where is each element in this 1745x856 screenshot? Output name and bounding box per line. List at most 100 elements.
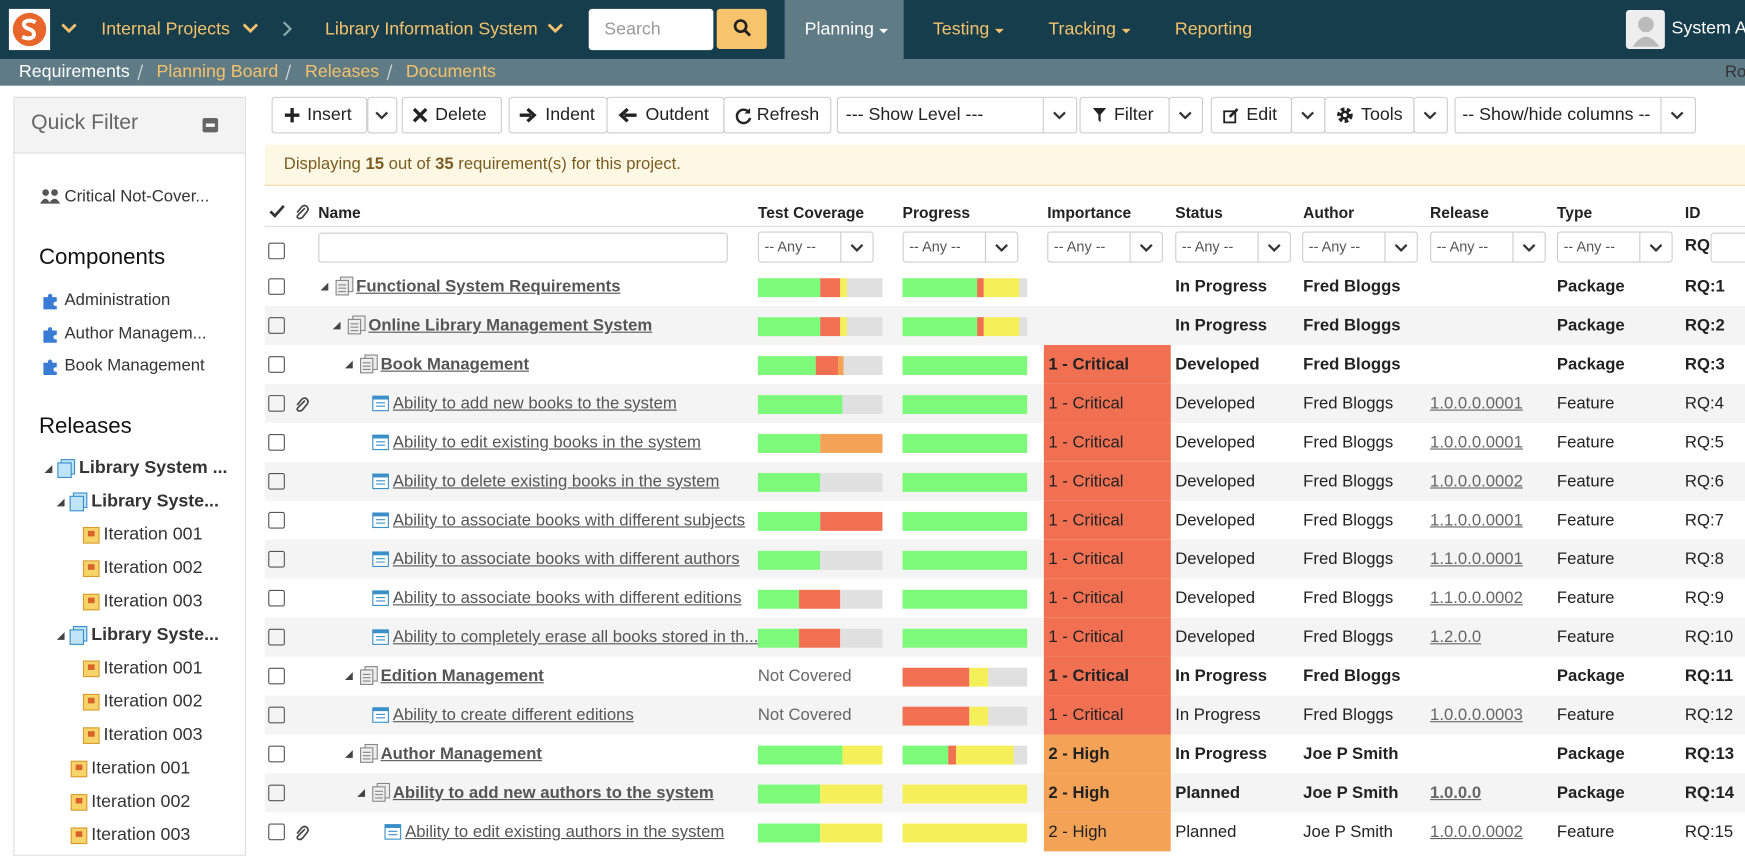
checkbox[interactable] [268,356,285,373]
logo[interactable] [9,9,50,50]
release-link[interactable]: 1.0.0.0.0003 [1430,704,1523,726]
tree-toggle[interactable] [333,322,341,330]
requirement-name[interactable]: Functional System Requirements [356,276,620,298]
release-item[interactable]: Iteration 002 [91,791,190,813]
nav-tab[interactable]: Tracking [1048,19,1116,41]
column-header[interactable]: Type [1557,201,1592,223]
breadcrumb-item[interactable]: Releases [305,61,379,83]
column-header[interactable]: Release [1430,201,1489,223]
tree-toggle[interactable] [57,632,65,640]
toolbar-label: Tools [1361,105,1403,127]
status: Developed [1175,471,1255,493]
checkbox[interactable] [268,434,285,451]
breadcrumb-item[interactable]: Documents [406,61,496,83]
checkbox[interactable] [268,243,285,260]
breadcrumb-item[interactable]: Requirements [19,61,130,83]
column-header[interactable]: Status [1175,201,1223,223]
release-item[interactable]: Library Syste... [91,624,219,646]
release-item[interactable]: Iteration 001 [91,758,190,780]
id-filter[interactable] [1710,233,1745,263]
release-item[interactable]: Iteration 003 [103,724,202,746]
tree-toggle[interactable] [345,361,353,369]
name-filter[interactable] [318,233,728,263]
importance: 1 - Critical [1048,471,1123,493]
minus [206,124,215,127]
requirement-name[interactable]: Ability to edit existing books in the sy… [393,432,701,454]
package-icon [336,277,354,296]
release-link[interactable]: 1.0.0.0.0001 [1430,393,1523,415]
nav-tab[interactable]: Reporting [1175,19,1252,41]
checkbox[interactable] [268,746,285,763]
release-item[interactable]: Iteration 002 [103,558,202,580]
checkbox[interactable] [268,668,285,685]
select-all-icon[interactable] [269,205,285,218]
tree-toggle[interactable] [345,750,353,758]
chevron-icon[interactable] [62,24,75,33]
release-item[interactable]: Library System ... [79,457,227,479]
checkbox[interactable] [268,317,285,334]
project-link[interactable]: Internal Projects [101,19,230,41]
checkbox[interactable] [268,278,285,295]
requirement-name[interactable]: Ability to create different editions [393,704,634,726]
release-item[interactable]: Iteration 002 [103,691,202,713]
checkbox[interactable] [268,707,285,724]
release-item[interactable]: Iteration 001 [103,524,202,546]
checkbox[interactable] [268,824,285,841]
nav-tab[interactable]: Planning [805,19,874,41]
requirement-name[interactable]: Ability to add new books to the system [393,393,677,415]
checkbox[interactable] [268,590,285,607]
release-item[interactable]: Iteration 003 [103,591,202,613]
checkbox[interactable] [268,473,285,490]
column-header[interactable]: Author [1303,201,1354,223]
release-link[interactable]: 1.0.0.0.0001 [1430,432,1523,454]
release-item[interactable]: Iteration 003 [91,825,190,847]
requirement-name[interactable]: Edition Management [381,666,544,688]
column-header[interactable]: Test Coverage [758,201,864,223]
release-link[interactable]: 1.2.0.0 [1430,627,1481,649]
release-link[interactable]: 1.0.0.0.0002 [1430,471,1523,493]
release-link[interactable]: 1.1.0.0.0002 [1430,588,1523,610]
type: Feature [1557,393,1615,415]
requirement-name[interactable]: Online Library Management System [368,315,652,337]
component-item[interactable]: Book Management [65,355,205,377]
component-item[interactable]: Author Managem... [65,322,207,344]
release-link[interactable]: 1.1.0.0.0001 [1430,510,1523,532]
collapse-button[interactable] [203,118,219,132]
tree-toggle[interactable] [45,465,53,473]
tree-toggle[interactable] [321,283,329,291]
release-link[interactable]: 1.1.0.0.0001 [1430,549,1523,571]
nav-tab[interactable]: Testing [933,19,989,41]
checkbox[interactable] [268,629,285,646]
product-link[interactable]: Library Information System [325,19,538,41]
breadcrumb-item[interactable]: Planning Board [156,61,278,83]
requirement-name[interactable]: Ability to associate books with differen… [393,549,740,571]
checkbox[interactable] [268,551,285,568]
requirement-name[interactable]: Ability to associate books with differen… [393,510,745,532]
release-link[interactable]: 1.0.0.0.0002 [1430,821,1523,843]
column-header[interactable]: Importance [1047,201,1131,223]
requirement-name[interactable]: Ability to delete existing books in the … [393,471,720,493]
column-header[interactable]: ID [1685,201,1701,223]
release-item[interactable]: Library Syste... [91,491,219,513]
release-item[interactable]: Iteration 001 [103,658,202,680]
checkbox[interactable] [268,785,285,802]
requirement-name[interactable]: Ability to associate books with differen… [393,588,742,610]
checkbox[interactable] [268,512,285,529]
tree-toggle[interactable] [357,789,365,797]
requirement-name[interactable]: Ability to add new authors to the system [393,782,714,804]
requirement-name[interactable]: Author Management [381,743,542,765]
chevron-icon[interactable] [549,24,562,33]
tree-toggle[interactable] [57,499,65,507]
component-item[interactable]: Administration [65,289,171,311]
column-header[interactable]: Progress [903,201,971,223]
requirement-name[interactable]: Ability to completely erase all books st… [393,627,759,649]
tree-toggle[interactable] [345,672,353,680]
saved-filter[interactable]: Critical Not-Cover... [65,186,210,208]
chevron-icon[interactable] [244,24,257,33]
checkbox[interactable] [268,395,285,412]
requirement-name[interactable]: Book Management [381,354,529,376]
user-name[interactable]: System Ad [1672,18,1745,40]
release-link[interactable]: 1.0.0.0 [1430,782,1481,804]
requirement-name[interactable]: Ability to edit existing authors in the … [405,821,724,843]
column-header[interactable]: Name [318,201,360,223]
